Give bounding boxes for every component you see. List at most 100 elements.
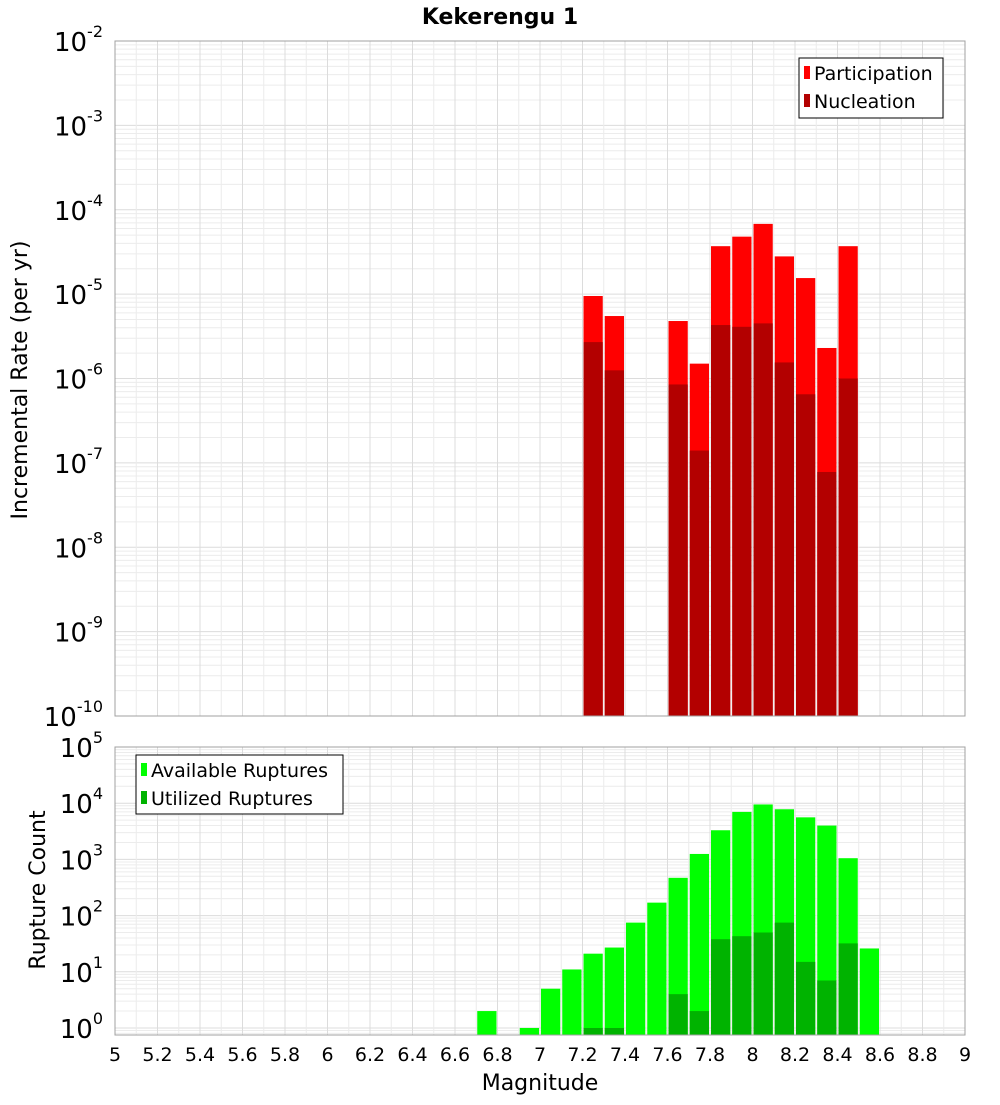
bottom-y-tick-label: 104 — [60, 784, 103, 820]
bottom-x-tick-label: 8.6 — [865, 1044, 895, 1066]
top-y-tick-base: 10 — [54, 197, 87, 227]
bottom-bar-utilized-ruptures — [817, 980, 837, 1035]
bottom-x-tick-label: 6.4 — [397, 1044, 427, 1066]
bottom-legend: Available Ruptures Utilized Ruptures — [135, 754, 344, 815]
top-y-tick-label: 10-9 — [54, 613, 103, 649]
bottom-y-tick-exp: 3 — [93, 840, 103, 859]
bottom-bar-available-ruptures — [562, 969, 582, 1035]
top-y-tick-exp: -6 — [87, 360, 103, 379]
top-bar-nucleation — [711, 325, 731, 716]
top-plot-frame — [114, 40, 966, 717]
top-bar-nucleation — [604, 370, 624, 716]
bottom-y-tick-base: 10 — [60, 846, 93, 876]
bottom-bars — [477, 804, 879, 1035]
top-y-tick-base: 10 — [54, 28, 87, 58]
bottom-x-tick-label: 5.4 — [185, 1044, 215, 1066]
bottom-legend-swatch — [141, 763, 147, 776]
top-y-tick-exp: -9 — [87, 613, 103, 632]
bottom-x-tick-label: 6.2 — [355, 1044, 385, 1066]
bottom-bar-available-ruptures — [477, 1011, 497, 1035]
top-bar-nucleation — [817, 471, 837, 716]
bottom-legend-box — [135, 754, 344, 815]
bottom-legend-swatch — [141, 791, 147, 804]
bottom-y-tick-label: 101 — [60, 953, 103, 989]
bottom-x-tick-label: 6.8 — [482, 1044, 512, 1066]
top-y-tick-exp: -8 — [87, 528, 103, 547]
top-legend: Participation Nucleation — [798, 57, 944, 119]
bottom-bar-utilized-ruptures — [774, 922, 794, 1035]
top-bar-nucleation — [838, 378, 858, 716]
bottom-x-tick-label: 6 — [321, 1044, 333, 1066]
bottom-bar-utilized-ruptures — [604, 1027, 624, 1035]
bottom-x-tick-label: 7 — [534, 1044, 546, 1066]
top-y-tick-label: 10-5 — [54, 275, 103, 311]
chart-labels: Kekerengu 1 Incremental Rate (per yr) Ru… — [8, 5, 598, 1096]
bottom-bar-available-ruptures — [519, 1027, 539, 1035]
bottom-y-tick-exp: 5 — [93, 728, 103, 747]
bottom-x-tick-label: 7.6 — [652, 1044, 682, 1066]
bottom-bar-utilized-ruptures — [668, 994, 688, 1035]
bottom-bar-available-ruptures — [689, 853, 709, 1035]
top-y-tick-label: 10-3 — [54, 106, 103, 142]
bottom-legend-label: Utilized Ruptures — [151, 788, 313, 810]
bottom-x-tick-label: 7.2 — [567, 1044, 597, 1066]
top-bar-nucleation — [774, 362, 794, 716]
bottom-bar-available-ruptures — [859, 948, 879, 1035]
bottom-y-tick-base: 10 — [60, 903, 93, 933]
top-y-tick-base: 10 — [54, 450, 87, 480]
top-bar-nucleation — [583, 342, 603, 716]
top-legend-swatch — [804, 94, 810, 107]
top-y-tick-exp: -3 — [87, 106, 103, 125]
bottom-y-tick-label: 105 — [60, 728, 103, 764]
bottom-x-tick-label: 8.2 — [780, 1044, 810, 1066]
bottom-y-tick-label: 103 — [60, 840, 103, 876]
chart-title: Kekerengu 1 — [422, 5, 578, 30]
bottom-y-tick-label: 102 — [60, 897, 103, 933]
top-legend-label: Nucleation — [814, 91, 916, 113]
bottom-y-tick-label: 100 — [60, 1009, 103, 1045]
bottom-y-tick-base: 10 — [60, 734, 93, 764]
top-bar-nucleation — [796, 394, 816, 716]
bottom-bar-utilized-ruptures — [753, 932, 773, 1035]
top-y-tick-label: 10-2 — [54, 22, 103, 58]
top-panel: 10-1010-910-810-710-610-510-410-310-2Par… — [44, 22, 966, 733]
top-y-tick-exp: -5 — [87, 275, 103, 294]
bottom-bar-utilized-ruptures — [838, 943, 858, 1035]
top-y-tick-label: 10-6 — [54, 360, 103, 396]
bottom-y-tick-base: 10 — [60, 1015, 93, 1045]
top-bar-nucleation — [689, 450, 709, 716]
top-y-tick-base: 10 — [54, 619, 87, 649]
bottom-bar-available-ruptures — [647, 902, 667, 1035]
bottom-x-tick-label: 5 — [109, 1044, 121, 1066]
bottom-y-tick-base: 10 — [60, 959, 93, 989]
bottom-x-tick-label: 5.8 — [270, 1044, 300, 1066]
top-y-tick-label: 10-4 — [54, 191, 103, 227]
bottom-y-tick-base: 10 — [60, 790, 93, 820]
top-legend-swatch — [804, 66, 810, 79]
bottom-bar-utilized-ruptures — [796, 961, 816, 1035]
top-y-tick-base: 10 — [54, 281, 87, 311]
bottom-y-tick-exp: 4 — [93, 784, 103, 803]
top-legend-label: Participation — [814, 63, 933, 85]
bottom-x-tick-label: 8 — [746, 1044, 758, 1066]
bottom-y-axis-label: Rupture Count — [26, 810, 51, 970]
top-y-tick-base: 10 — [54, 534, 87, 564]
bottom-bar-utilized-ruptures — [732, 936, 752, 1035]
bottom-x-tick-label: 5.2 — [142, 1044, 172, 1066]
bottom-x-ticks: 5 5.2 5.4 5.6 5.8 6 6.2 6.4 6.6 6.8 7 7.2 7.4 7.6 7.8 8… — [109, 1044, 971, 1066]
bottom-x-tick-label: 5.6 — [227, 1044, 257, 1066]
bottom-y-tick-exp: 0 — [93, 1009, 103, 1028]
bottom-bar-utilized-ruptures — [583, 1027, 603, 1035]
top-y-tick-base: 10 — [44, 703, 77, 733]
bottom-bar-available-ruptures — [626, 922, 646, 1035]
bottom-x-tick-label: 7.8 — [695, 1044, 725, 1066]
bottom-legend-label: Available Ruptures — [151, 760, 328, 782]
bottom-y-tick-exp: 2 — [93, 897, 103, 916]
top-y-tick-base: 10 — [54, 366, 87, 396]
bottom-bar-utilized-ruptures — [711, 939, 731, 1035]
top-y-tick-label: 10-8 — [54, 528, 103, 564]
